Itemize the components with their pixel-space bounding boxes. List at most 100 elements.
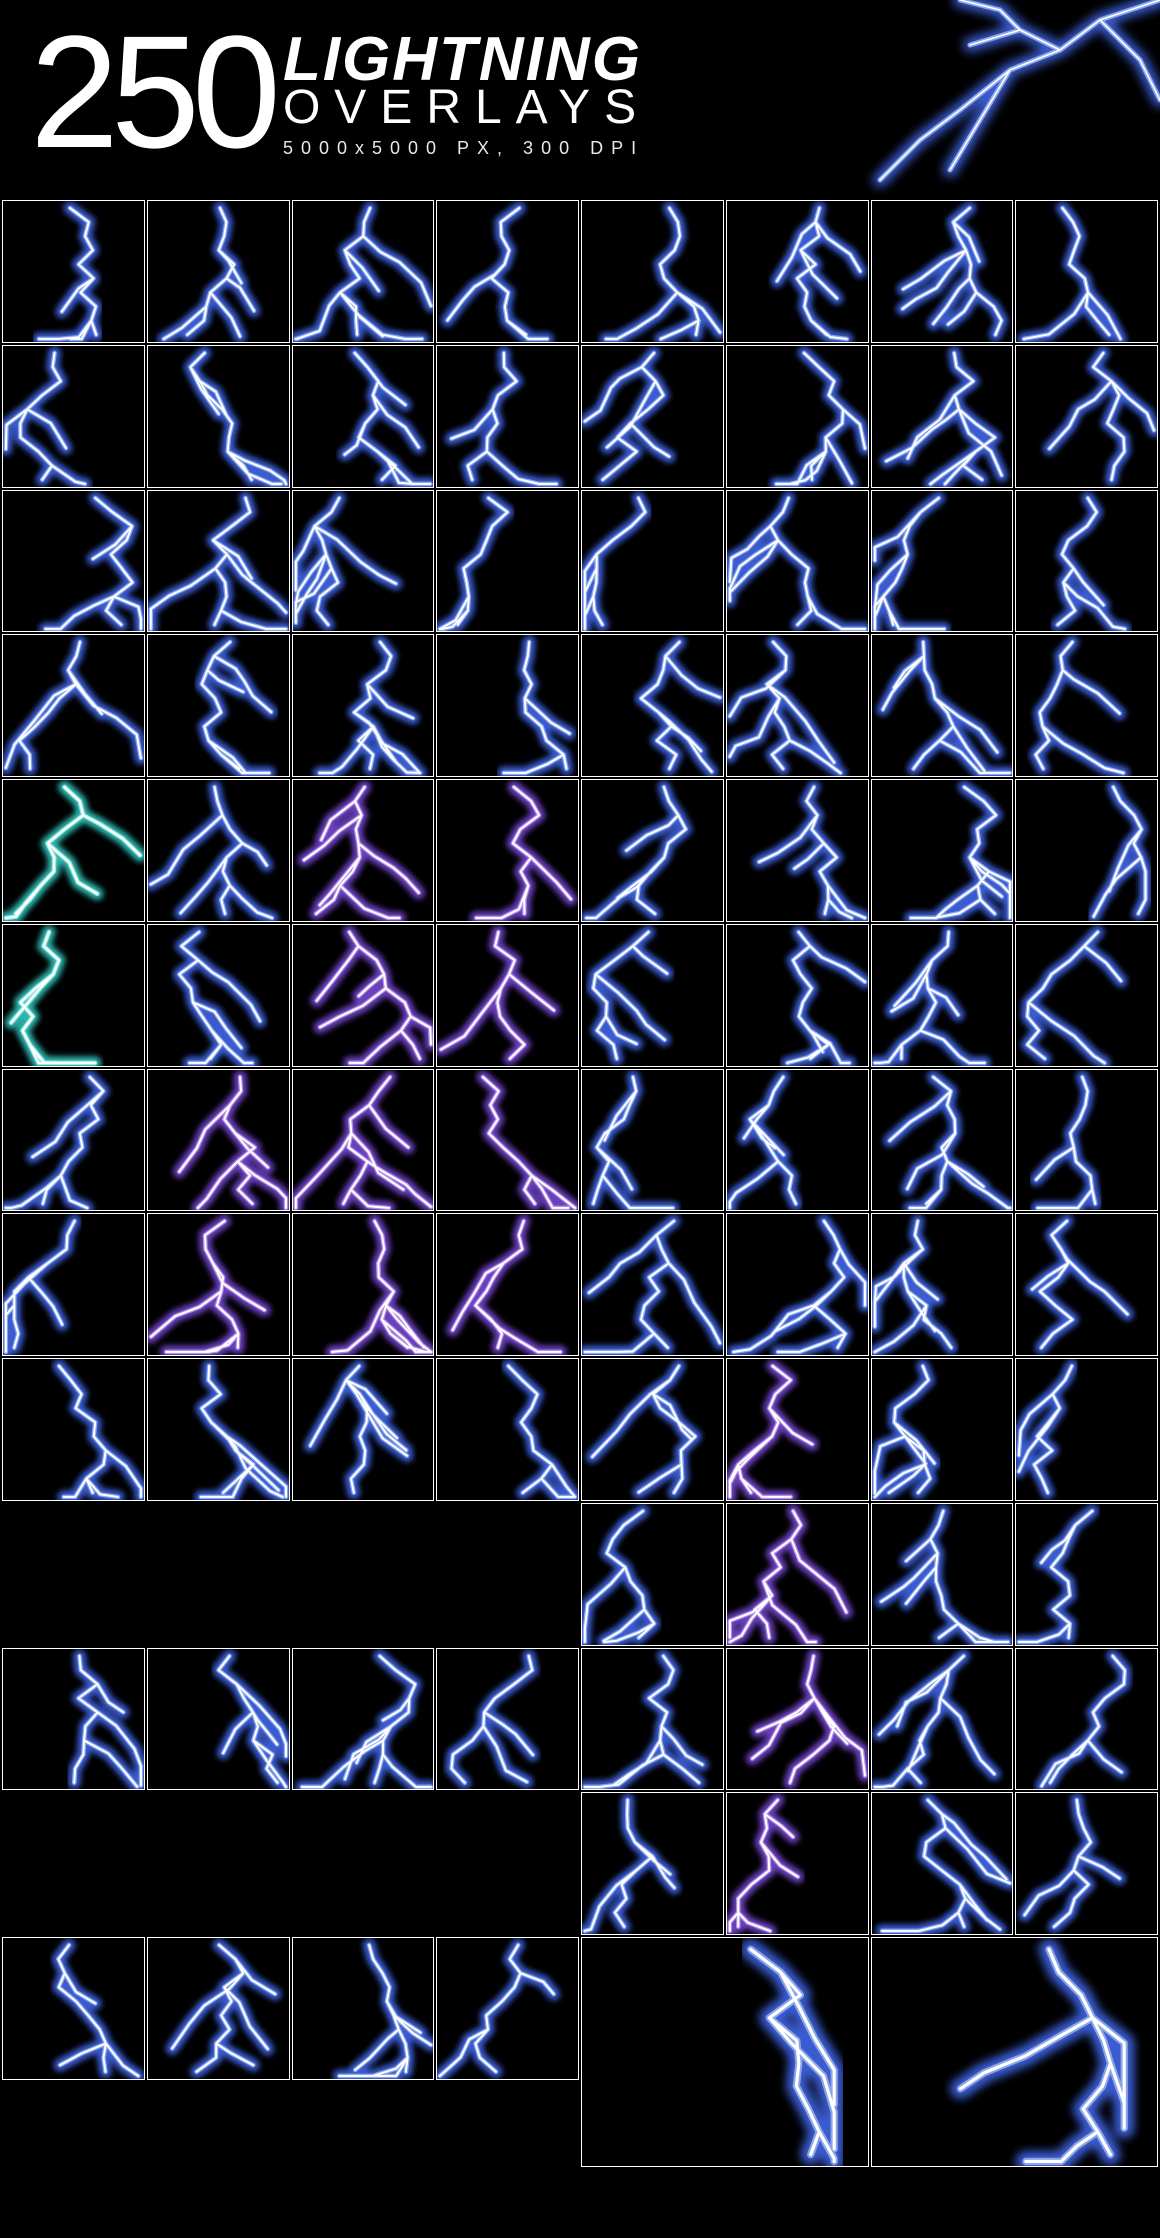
lightning-bolt-icon [1016,1649,1157,1790]
lightning-bolt-icon [148,1359,289,1500]
lightning-thumbnail [2,634,145,777]
lightning-bolt-icon [727,925,868,1066]
lightning-bolt-icon [437,201,578,342]
header-spec: 5000x5000 PX, 300 DPI [283,138,650,159]
lightning-thumbnail [292,200,435,343]
lightning-bolt-icon [872,1214,1013,1355]
lightning-thumbnail [581,345,724,488]
lightning-bolt-icon [727,1504,868,1645]
lightning-bolt-icon [727,201,868,342]
lightning-thumbnail [1015,634,1158,777]
lightning-thumbnail [436,779,579,922]
lightning-thumbnail [292,1213,435,1356]
lightning-bolt-icon [3,1070,144,1211]
lightning-bolt-icon [437,346,578,487]
lightning-bolt-icon [437,925,578,1066]
lightning-bolt-icon [727,1649,868,1790]
lightning-thumbnail [1015,1069,1158,1212]
thumbnail-grid-large-left [2,1358,579,1935]
lightning-thumbnail [1015,1648,1158,1791]
lightning-bolt-icon [1016,1214,1157,1355]
header-lightning-decoration [720,0,1160,200]
lightning-thumbnail [871,1937,1159,2167]
header-title-block: LIGHTNING OVERLAYS 5000x5000 PX, 300 DPI [283,32,650,159]
lightning-bolt-icon [872,1938,1158,2166]
lightning-bolt-icon [582,1504,723,1645]
lightning-bolt-icon [727,1214,868,1355]
lightning-bolt-icon [3,1359,144,1500]
lightning-thumbnail [292,1648,435,1791]
lightning-bolt-icon [872,1070,1013,1211]
lightning-bolt-icon [1016,1504,1157,1645]
lightning-thumbnail [147,1648,290,1791]
lightning-thumbnail [1015,345,1158,488]
lightning-bolt-icon [1016,635,1157,776]
thumbnail-grid-small-right [581,1358,1158,1935]
lightning-bolt-icon [437,780,578,921]
lightning-bolt-icon [148,491,289,632]
lightning-bolt-icon [293,1359,434,1500]
lightning-thumbnail [871,779,1014,922]
lightning-thumbnail [726,490,869,633]
lightning-thumbnail [871,490,1014,633]
lightning-thumbnail [871,924,1014,1067]
lightning-bolt-icon [437,491,578,632]
lightning-bolt-icon [293,780,434,921]
lightning-thumbnail [581,1358,724,1501]
lightning-thumbnail [436,1358,579,1501]
lightning-thumbnail [1015,1792,1158,1935]
lightning-bolt-icon [1016,201,1157,342]
lightning-bolt-icon [727,635,868,776]
lightning-thumbnail [2,1213,145,1356]
lightning-thumbnail [436,1648,579,1791]
lightning-thumbnail [2,200,145,343]
lightning-bolt-icon [3,201,144,342]
lightning-bolt-icon [872,1649,1013,1790]
lightning-bolt-icon [437,1938,578,2079]
lightning-thumbnail [2,490,145,633]
lightning-bolt-icon [582,925,723,1066]
lightning-bolt-icon [582,1214,723,1355]
lightning-thumbnail [292,1069,435,1212]
lightning-thumbnail [436,200,579,343]
lightning-bolt-icon [293,201,434,342]
lightning-thumbnail [292,1358,435,1501]
lightning-bolt-icon [872,1504,1013,1645]
lightning-thumbnail [581,924,724,1067]
lightning-thumbnail [147,779,290,922]
lightning-thumbnail [871,1503,1014,1646]
lightning-bolt-icon [582,491,723,632]
lightning-thumbnail [436,924,579,1067]
lightning-thumbnail [726,1358,869,1501]
lightning-thumbnail [1015,1358,1158,1501]
lightning-thumbnail [871,1069,1014,1212]
lightning-thumbnail [726,200,869,343]
lightning-thumbnail [147,924,290,1067]
lightning-thumbnail [581,1503,724,1646]
lightning-bolt-icon [148,780,289,921]
lightning-bolt-icon [293,1938,434,2079]
lightning-bolt-icon [3,346,144,487]
thumbnail-grid-main [0,200,1160,1358]
lightning-thumbnail [871,1648,1014,1791]
lightning-bolt-icon [148,346,289,487]
lightning-thumbnail [871,1358,1014,1501]
lightning-bolt-icon [293,1214,434,1355]
lightning-thumbnail [581,634,724,777]
lightning-thumbnail [581,1648,724,1791]
lightning-thumbnail [147,1069,290,1212]
lightning-bolt-icon [437,1070,578,1211]
lightning-bolt-icon [872,346,1013,487]
lightning-thumbnail [292,490,435,633]
header-title: LIGHTNING [283,32,650,88]
lightning-thumbnail [726,1069,869,1212]
lightning-bolt-icon [582,1793,723,1934]
header-subtitle: OVERLAYS [283,84,650,132]
lightning-bolt-icon [1016,1359,1157,1500]
lightning-thumbnail [871,1213,1014,1356]
lightning-thumbnail [147,634,290,777]
lightning-thumbnail [726,1792,869,1935]
lightning-thumbnail [436,1937,579,2080]
lightning-thumbnail [581,1792,724,1935]
lightning-thumbnail [2,1648,145,1791]
